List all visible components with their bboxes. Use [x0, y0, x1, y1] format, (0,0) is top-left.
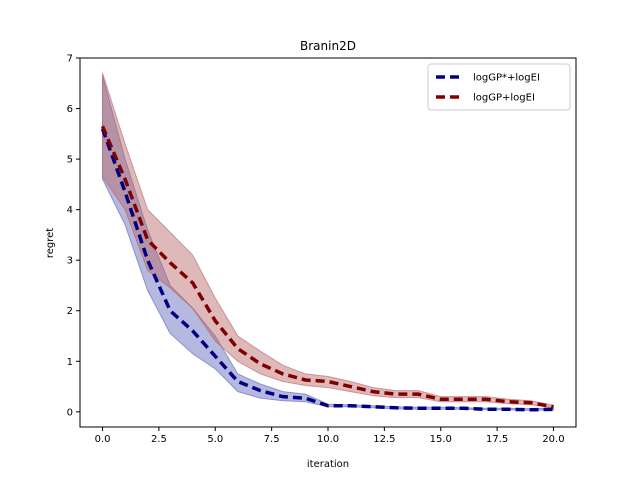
y-tick-label: 3: [67, 256, 73, 267]
chart-title: Branin2D: [300, 39, 356, 53]
band-series-1: [102, 73, 554, 409]
x-axis-label: iteration: [307, 459, 349, 470]
legend-label-1: logGP+logEI: [473, 93, 535, 104]
y-tick-label: 5: [67, 155, 73, 166]
x-tick-label: 17.5: [486, 434, 508, 445]
confidence-bands: [102, 73, 554, 411]
x-tick-label: 0.0: [95, 434, 111, 445]
x-tick-label: 7.5: [264, 434, 280, 445]
y-axis-label: regret: [45, 228, 56, 258]
legend-label-0: logGP*+logEI: [473, 73, 540, 84]
x-tick-label: 5.0: [207, 434, 223, 445]
y-tick-label: 6: [67, 104, 73, 115]
series-lines: [100, 125, 554, 412]
y-tick-label: 0: [67, 407, 73, 418]
legend-box: [427, 63, 571, 111]
line-series-0: [100, 128, 554, 412]
x-tick-label: 20.0: [542, 434, 564, 445]
x-tick-label: 2.5: [151, 434, 167, 445]
x-tick-label: 10.0: [317, 434, 339, 445]
band-series-0: [102, 75, 554, 411]
y-tick-label: 4: [67, 205, 73, 216]
axes: 0.0 2.5 5.0 7.5 10.0 12.5 15.0 17.5 20.0 0 1 2 3 4 5 6 7: [67, 54, 577, 445]
y-tick-label: 2: [67, 306, 73, 317]
legend: logGP*+logEI logGP+logEI: [427, 63, 571, 111]
y-tick-label: 7: [67, 54, 73, 65]
x-tick-label: 15.0: [430, 434, 452, 445]
y-tick-label: 1: [67, 357, 73, 368]
x-tick-label: 12.5: [373, 434, 395, 445]
